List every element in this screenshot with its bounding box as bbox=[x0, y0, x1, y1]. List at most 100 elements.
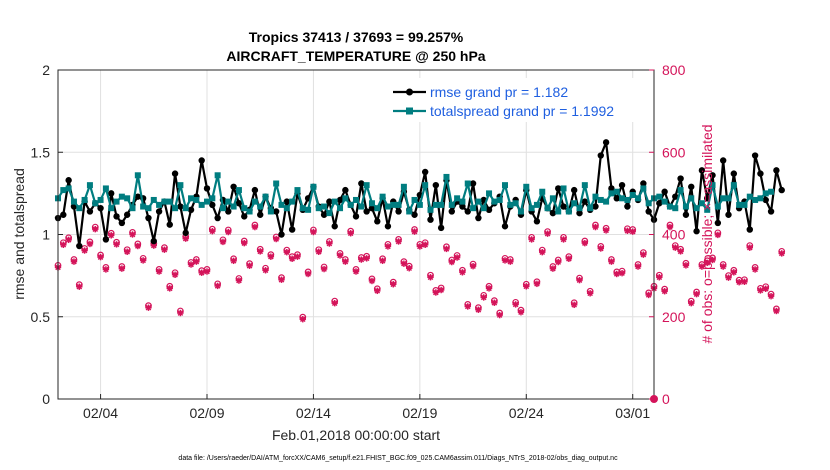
obs-assimilated-point bbox=[358, 256, 365, 263]
totalspread-point bbox=[592, 193, 599, 200]
obs-assimilated-point bbox=[693, 290, 700, 298]
rmse-point bbox=[698, 167, 706, 174]
obs-assimilated-point bbox=[384, 243, 392, 250]
totalspread-point bbox=[736, 201, 743, 208]
obs-assimilated-point bbox=[214, 282, 221, 290]
totalspread-point bbox=[140, 203, 147, 210]
totalspread-point bbox=[523, 183, 530, 190]
obs-assimilated-point bbox=[342, 258, 349, 265]
rmse-point bbox=[86, 208, 94, 215]
rmse-point bbox=[730, 170, 738, 177]
rmse-point bbox=[374, 218, 381, 225]
obs-assimilated-point bbox=[251, 223, 259, 231]
obs-assimilated-point bbox=[576, 276, 583, 284]
y-tick-label-left: 0.5 bbox=[31, 309, 51, 325]
totalspread-point bbox=[549, 195, 556, 202]
totalspread-point bbox=[416, 201, 423, 208]
obs-assimilated-point bbox=[741, 278, 748, 285]
obs-assimilated-point bbox=[81, 247, 88, 254]
totalspread-point bbox=[704, 206, 711, 213]
totalspread-point bbox=[76, 205, 83, 212]
rmse-point bbox=[198, 157, 205, 164]
totalspread-point bbox=[459, 198, 466, 205]
rmse-point bbox=[501, 223, 509, 230]
rmse-point bbox=[597, 152, 604, 159]
totalspread-point bbox=[342, 195, 349, 202]
rmse-point bbox=[214, 214, 221, 222]
rmse-point bbox=[155, 208, 163, 215]
obs-assimilated-point bbox=[512, 301, 519, 308]
obs-assimilated-point bbox=[523, 283, 530, 290]
obs-assimilated-point bbox=[219, 238, 227, 246]
totalspread-point bbox=[677, 187, 684, 194]
rmse-point bbox=[469, 180, 477, 187]
totalspread-point bbox=[257, 203, 264, 210]
obs-assimilated-point bbox=[570, 301, 578, 309]
totalspread-point bbox=[368, 200, 375, 207]
totalspread-point bbox=[150, 196, 157, 203]
obs-assimilated-point bbox=[129, 231, 136, 238]
rmse-point bbox=[257, 211, 264, 218]
totalspread-point bbox=[219, 205, 226, 212]
totalspread-point bbox=[640, 185, 647, 192]
obs-assimilated-point bbox=[704, 259, 711, 267]
totalspread-point bbox=[698, 200, 705, 207]
axis-ticks: 02/04 02/09 02/14 02/19 02/24 03/0100.511.520… bbox=[31, 62, 686, 421]
obs-assimilated-point bbox=[464, 303, 471, 310]
totalspread-point bbox=[757, 195, 764, 202]
obs-assimilated-point bbox=[496, 311, 503, 319]
obs-assimilated-point bbox=[230, 257, 237, 265]
rmse-point bbox=[475, 214, 482, 222]
obs-assimilated-point bbox=[560, 236, 567, 243]
totalspread-point bbox=[491, 198, 498, 205]
obs-assimilated-point bbox=[549, 265, 557, 272]
obs-assimilated-point bbox=[262, 267, 269, 274]
obs-assimilated-point bbox=[288, 255, 296, 262]
rmse-point bbox=[549, 209, 557, 217]
totalspread-point bbox=[470, 205, 477, 212]
obs-assimilated-point bbox=[629, 228, 636, 235]
obs-assimilated-point bbox=[352, 268, 360, 275]
rmse-point bbox=[437, 224, 445, 232]
obs-assimilated-point bbox=[459, 269, 466, 276]
obs-assimilated-point bbox=[171, 271, 179, 279]
totalspread-point bbox=[725, 195, 732, 202]
rmse-point bbox=[60, 211, 67, 218]
rmse-point bbox=[624, 203, 631, 210]
rmse-point bbox=[331, 223, 338, 230]
totalspread-point bbox=[720, 195, 727, 202]
obs-assimilated-point bbox=[555, 258, 562, 266]
totalspread-point bbox=[283, 205, 290, 212]
obs-assimilated-point bbox=[134, 242, 142, 250]
rmse-point bbox=[241, 213, 248, 220]
y-tick-label-right: 600 bbox=[662, 144, 686, 160]
rmse-point bbox=[645, 208, 652, 215]
totalspread-point bbox=[656, 193, 663, 200]
obs-assimilated-point bbox=[709, 256, 716, 264]
rmse-spread-marks bbox=[54, 139, 785, 250]
totalspread-point bbox=[118, 193, 125, 200]
obs-assimilated-point bbox=[528, 236, 535, 243]
obs-assimilated-point bbox=[656, 274, 663, 281]
y-tick-label-right: 400 bbox=[662, 227, 686, 243]
totalspread-point bbox=[475, 198, 482, 205]
legend-box bbox=[387, 78, 649, 122]
legend-label: totalspread grand pr = 1.1992 bbox=[430, 103, 614, 119]
obs-assimilated-point bbox=[608, 258, 615, 265]
rmse-point bbox=[150, 237, 157, 245]
obs-assimilated-point bbox=[411, 228, 418, 235]
rmse-point bbox=[358, 180, 365, 187]
obs-assimilated-point bbox=[688, 299, 695, 307]
totalspread-point bbox=[145, 205, 152, 212]
obs-assimilated-point bbox=[368, 277, 376, 285]
totalspread-point bbox=[486, 190, 493, 197]
rmse-point bbox=[746, 226, 753, 233]
obs-assimilated-point bbox=[682, 262, 690, 269]
obs-assimilated-point bbox=[108, 232, 115, 239]
totalspread-point bbox=[619, 195, 626, 202]
totalspread-point bbox=[321, 203, 328, 210]
obs-assimilated-point bbox=[730, 269, 738, 276]
rmse-point bbox=[555, 185, 562, 192]
totalspread-point bbox=[384, 203, 391, 210]
